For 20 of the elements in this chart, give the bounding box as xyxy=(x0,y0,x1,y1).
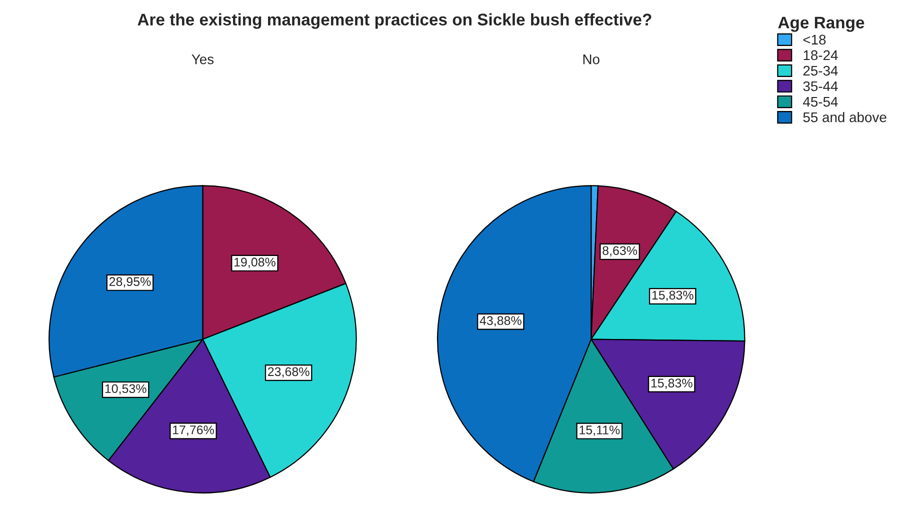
legend-title: Age Range xyxy=(778,16,864,32)
data-label: 15,83% xyxy=(652,290,694,302)
chart-title: Are the existing management practices on Sickle bush effective? xyxy=(138,13,652,29)
text: Yes xyxy=(192,54,214,64)
data-label: 15,11% xyxy=(580,426,620,436)
data-label: 23,68% xyxy=(268,367,310,378)
legend-label: 35-44 xyxy=(803,81,838,92)
legend-label: 45-54 xyxy=(803,97,838,107)
data-label: 17,76% xyxy=(173,425,214,436)
legend-label: 18-24 xyxy=(804,50,838,60)
legend-label: <18 xyxy=(803,34,826,45)
chart-subtitle: No xyxy=(583,54,600,64)
data-label: 8,63% xyxy=(602,246,638,257)
data-label: 28,95% xyxy=(109,277,151,288)
legend-label: 55 and above xyxy=(803,112,886,122)
data-label: 10,53% xyxy=(105,384,146,395)
data-label: 19,08% xyxy=(234,258,276,268)
data-label: 43,88% xyxy=(480,316,522,326)
data-label: 15,83% xyxy=(651,378,692,389)
legend-label: 25-34 xyxy=(803,66,838,76)
